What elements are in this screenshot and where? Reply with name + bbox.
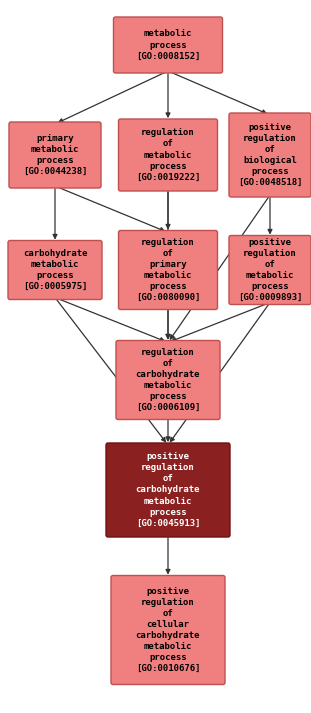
Text: carbohydrate
metabolic
process
[GO:0005975]: carbohydrate metabolic process [GO:00059… <box>23 249 87 291</box>
FancyBboxPatch shape <box>229 113 311 197</box>
FancyBboxPatch shape <box>8 240 102 299</box>
FancyBboxPatch shape <box>116 341 220 419</box>
Text: regulation
of
carbohydrate
metabolic
process
[GO:0006109]: regulation of carbohydrate metabolic pro… <box>136 348 200 412</box>
Text: positive
regulation
of
metabolic
process
[GO:0009893]: positive regulation of metabolic process… <box>238 237 302 302</box>
FancyBboxPatch shape <box>111 575 225 684</box>
Text: positive
regulation
of
carbohydrate
metabolic
process
[GO:0045913]: positive regulation of carbohydrate meta… <box>136 452 200 528</box>
FancyBboxPatch shape <box>229 235 311 304</box>
FancyBboxPatch shape <box>106 443 230 537</box>
Text: primary
metabolic
process
[GO:0044238]: primary metabolic process [GO:0044238] <box>23 134 87 176</box>
Text: metabolic
process
[GO:0008152]: metabolic process [GO:0008152] <box>136 29 200 61</box>
FancyBboxPatch shape <box>118 119 217 191</box>
Text: regulation
of
metabolic
process
[GO:0019222]: regulation of metabolic process [GO:0019… <box>136 128 200 182</box>
Text: positive
regulation
of
biological
process
[GO:0048518]: positive regulation of biological proces… <box>238 123 302 188</box>
FancyBboxPatch shape <box>114 17 222 73</box>
Text: positive
regulation
of
cellular
carbohydrate
metabolic
process
[GO:0010676]: positive regulation of cellular carbohyd… <box>136 587 200 673</box>
FancyBboxPatch shape <box>118 230 217 309</box>
FancyBboxPatch shape <box>9 122 101 188</box>
Text: regulation
of
primary
metabolic
process
[GO:0080090]: regulation of primary metabolic process … <box>136 237 200 302</box>
